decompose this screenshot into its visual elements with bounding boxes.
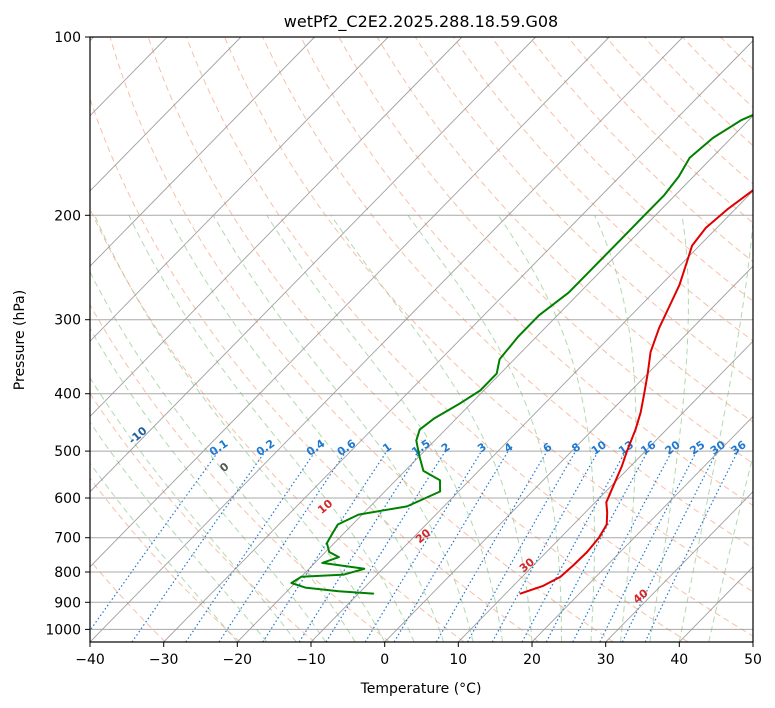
y-tick-label: 600: [54, 491, 81, 507]
x-tick-label: −40: [75, 652, 105, 668]
y-tick-label: 300: [54, 313, 81, 329]
dry-adiabat: [262, 37, 753, 549]
y-tick-label: 400: [54, 387, 81, 403]
dry-adiabat: [491, 37, 753, 302]
dry-adiabat: [185, 37, 753, 637]
mixing-ratio-line: [364, 450, 483, 642]
moist-adiabat: [94, 215, 386, 642]
dry-adiabat: [567, 37, 753, 224]
moist-adiabat: [90, 421, 268, 642]
isotherm-line: [310, 190, 753, 642]
dry-adiabat: [90, 97, 540, 642]
x-tick-label: 10: [449, 652, 467, 668]
isotherm-line: [236, 115, 753, 642]
moist-adiabat: [90, 270, 356, 642]
dry-adiabat: [90, 477, 241, 642]
moist-adiabat: [649, 215, 689, 642]
moist-adiabat: [167, 215, 445, 642]
isotherm-line: [90, 37, 242, 192]
moist-adiabat: [330, 215, 533, 642]
isotherm-line: [457, 340, 753, 642]
moist-adiabat: [594, 215, 637, 642]
mixing-ratio-line: [185, 450, 316, 642]
isotherm-line: [605, 491, 753, 642]
y-tick-label: 700: [54, 531, 81, 547]
moist-adiabat: [678, 215, 753, 642]
moist-adiabat: [266, 215, 503, 642]
mixing-ratio-line: [435, 450, 548, 642]
dry-adiabat: [109, 37, 614, 642]
mixing-ratio-line: [131, 450, 266, 642]
y-tick-label: 100: [54, 30, 81, 46]
isotherm-line: [531, 415, 753, 642]
mixing-ratio-line: [621, 450, 718, 642]
dry-adiabat: [224, 37, 753, 593]
x-tick-label: −10: [296, 652, 326, 668]
x-tick-label: 0: [380, 652, 389, 668]
y-axis-title: Pressure (hPa): [12, 290, 28, 390]
y-tick-label: 1000: [45, 622, 81, 638]
axes: −40 −30 −20 −10 0 10 20 30 40 50 100 200 300 400 500 60…: [45, 30, 762, 668]
y-tick-label: 800: [54, 565, 81, 581]
isotherm-line: [384, 265, 753, 642]
dry-adiabats: [90, 37, 753, 642]
mixing-ratio-lines: [90, 450, 739, 642]
moist-adiabat: [212, 215, 474, 642]
moist-adiabat: [90, 327, 327, 642]
isotherm-line: [90, 37, 536, 493]
mixing-ratio-line: [521, 450, 627, 642]
mixing-ratio-line: [466, 450, 577, 642]
isotherm-line: [90, 37, 389, 342]
series-lines: [290, 113, 753, 595]
isotherm-line: [163, 40, 753, 642]
isotherm-line: [90, 37, 684, 642]
mixing-ratio-line: [90, 450, 220, 632]
dry-adiabat: [338, 37, 753, 465]
mixing-ratio-line: [325, 450, 446, 642]
mixing-ratio-line: [491, 450, 599, 642]
mixing-ratio-line: [298, 450, 422, 642]
mixing-ratio-line: [644, 450, 739, 642]
profile-line-2: [290, 113, 753, 595]
moist-adiabats: [90, 215, 753, 642]
dry-adiabat: [90, 303, 390, 642]
isotherm-grid: [90, 37, 753, 642]
isobar-grid: [90, 37, 753, 630]
moist-adiabat: [90, 462, 238, 642]
moist-adiabat: [407, 215, 562, 642]
dry-adiabat: [300, 37, 753, 507]
dry-adiabat: [147, 37, 689, 642]
profile-line-1: [519, 188, 753, 595]
dry-adiabat: [643, 37, 753, 147]
moist-adiabat: [90, 376, 297, 642]
mixing-ratio-line: [262, 450, 388, 642]
moist-adiabat: [128, 215, 415, 642]
x-tick-label: 20: [523, 652, 541, 668]
plot-frame: [89, 36, 754, 643]
isotherm-line: [90, 37, 463, 418]
mixing-ratio-line: [393, 450, 509, 642]
dry-adiabat: [376, 37, 753, 423]
isotherm-line: [90, 37, 610, 568]
y-tick-label: 500: [54, 444, 81, 460]
plot-area: 0.10.20.40.611.52346810131620253036-100-…: [90, 37, 753, 642]
isotherm-line: [90, 37, 315, 267]
dry-adiabat: [605, 37, 753, 185]
x-tick-label: 30: [597, 652, 615, 668]
x-tick-label: 50: [744, 652, 762, 668]
x-tick-label: −30: [149, 652, 179, 668]
x-tick-label: −20: [223, 652, 253, 668]
y-tick-label: 200: [54, 208, 81, 224]
x-tick-label: 40: [670, 652, 688, 668]
chart-title: wetPf2_C2E2.2025.288.18.59.G08: [284, 12, 558, 32]
moist-adiabat: [497, 215, 595, 642]
dry-adiabat: [453, 37, 753, 342]
x-axis-title: Temperature (°C): [360, 681, 482, 697]
y-tick-label: 900: [54, 595, 81, 611]
